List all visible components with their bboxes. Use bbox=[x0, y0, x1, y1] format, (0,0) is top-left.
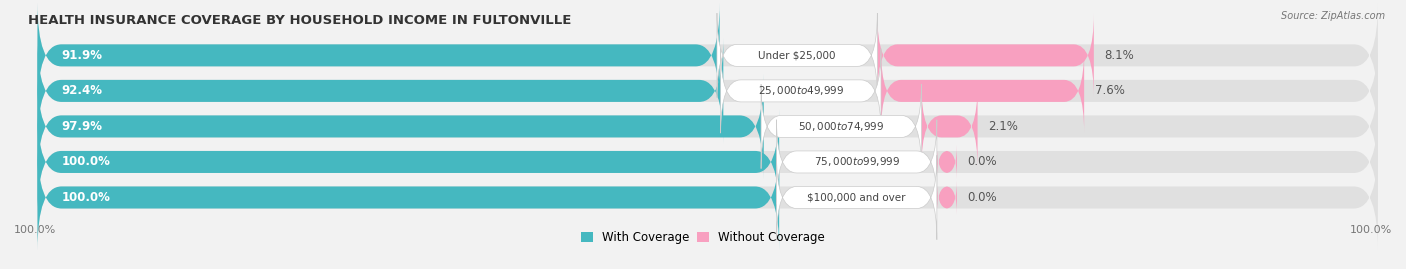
FancyBboxPatch shape bbox=[936, 144, 957, 179]
Text: 97.9%: 97.9% bbox=[62, 120, 103, 133]
Text: $100,000 and over: $100,000 and over bbox=[807, 193, 905, 203]
Text: $25,000 to $49,999: $25,000 to $49,999 bbox=[758, 84, 844, 97]
Text: $50,000 to $74,999: $50,000 to $74,999 bbox=[799, 120, 884, 133]
FancyBboxPatch shape bbox=[38, 109, 779, 215]
FancyBboxPatch shape bbox=[936, 180, 957, 215]
Text: Source: ZipAtlas.com: Source: ZipAtlas.com bbox=[1281, 11, 1385, 21]
FancyBboxPatch shape bbox=[38, 2, 720, 108]
FancyBboxPatch shape bbox=[38, 109, 1378, 215]
FancyBboxPatch shape bbox=[761, 84, 921, 169]
Text: 0.0%: 0.0% bbox=[967, 155, 997, 168]
FancyBboxPatch shape bbox=[38, 73, 1378, 179]
Text: 92.4%: 92.4% bbox=[62, 84, 103, 97]
Text: 0.0%: 0.0% bbox=[967, 191, 997, 204]
Text: $75,000 to $99,999: $75,000 to $99,999 bbox=[814, 155, 900, 168]
FancyBboxPatch shape bbox=[717, 13, 877, 98]
Text: Under $25,000: Under $25,000 bbox=[758, 50, 837, 60]
FancyBboxPatch shape bbox=[38, 73, 763, 179]
FancyBboxPatch shape bbox=[721, 49, 882, 133]
Text: 91.9%: 91.9% bbox=[62, 49, 103, 62]
FancyBboxPatch shape bbox=[38, 38, 1378, 144]
FancyBboxPatch shape bbox=[38, 2, 1378, 108]
FancyBboxPatch shape bbox=[882, 49, 1084, 133]
FancyBboxPatch shape bbox=[877, 13, 1094, 98]
Text: 2.1%: 2.1% bbox=[988, 120, 1018, 133]
FancyBboxPatch shape bbox=[776, 155, 936, 240]
Text: HEALTH INSURANCE COVERAGE BY HOUSEHOLD INCOME IN FULTONVILLE: HEALTH INSURANCE COVERAGE BY HOUSEHOLD I… bbox=[28, 14, 571, 27]
FancyBboxPatch shape bbox=[38, 144, 779, 250]
Legend: With Coverage, Without Coverage: With Coverage, Without Coverage bbox=[576, 226, 830, 249]
FancyBboxPatch shape bbox=[38, 38, 723, 144]
Text: 100.0%: 100.0% bbox=[62, 155, 111, 168]
Text: 8.1%: 8.1% bbox=[1105, 49, 1135, 62]
FancyBboxPatch shape bbox=[921, 84, 977, 169]
FancyBboxPatch shape bbox=[776, 120, 936, 204]
Text: 7.6%: 7.6% bbox=[1095, 84, 1125, 97]
FancyBboxPatch shape bbox=[38, 144, 1378, 250]
Text: 100.0%: 100.0% bbox=[62, 191, 111, 204]
